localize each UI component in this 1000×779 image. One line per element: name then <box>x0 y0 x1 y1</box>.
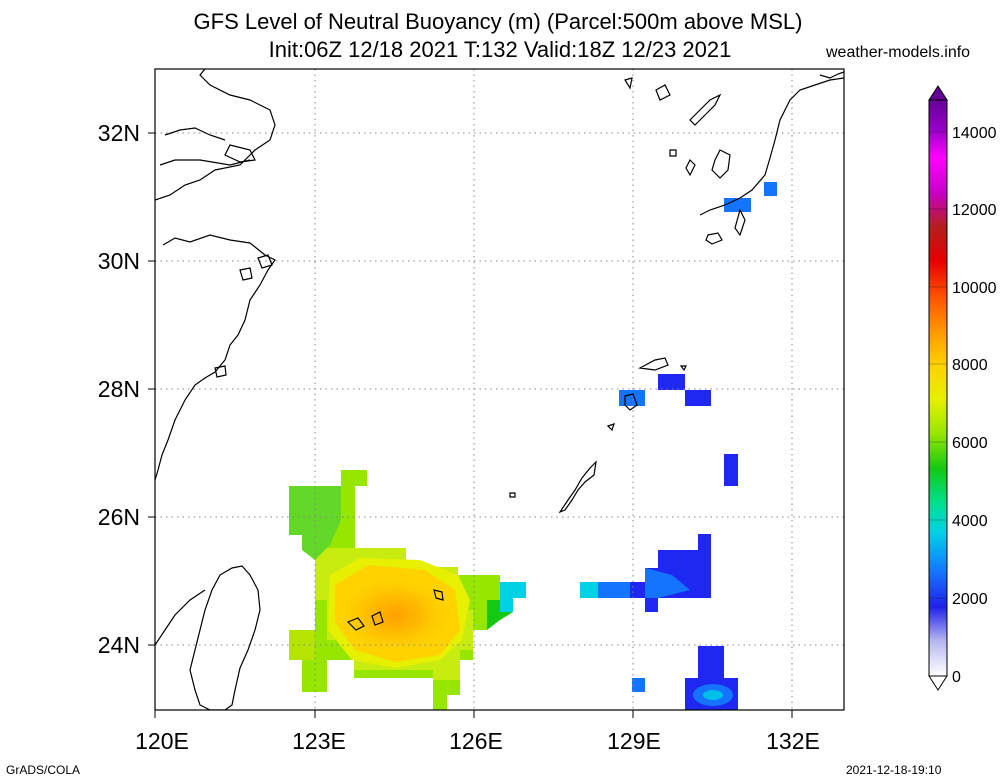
colorbar-top-arrow <box>928 85 948 101</box>
footer-grads-credit: GrADS/COLA <box>6 763 81 777</box>
lon-label-123e: 123E <box>292 728 346 754</box>
axis-ticks <box>148 132 793 718</box>
colorbar-label-10000: 10000 <box>952 280 997 297</box>
chart-subtitle: Init:06Z 12/18 2021 T:132 Valid:18Z 12/2… <box>268 37 732 62</box>
buoyancy-field <box>289 182 777 710</box>
lon-label-120e: 120E <box>135 728 189 754</box>
field-green-west <box>289 486 341 560</box>
footer-timestamp: 2021-12-18-19:10 <box>846 763 942 777</box>
colorbar-label-12000: 12000 <box>952 202 997 219</box>
lon-label-132e: 132E <box>766 728 820 754</box>
colorbar-label-4000: 4000 <box>952 513 988 530</box>
colorbar-bottom-arrow <box>928 675 948 691</box>
coast-china <box>155 69 276 481</box>
colorbar-label-8000: 8000 <box>952 357 988 374</box>
field-orange-core <box>333 573 457 657</box>
chart-title: GFS Level of Neutral Buoyancy (m) (Parce… <box>193 9 803 34</box>
colorbar-label-6000: 6000 <box>952 435 988 452</box>
lon-label-129e: 129E <box>607 728 661 754</box>
colorbar-label-2000: 2000 <box>952 591 988 608</box>
lon-label-126e: 126E <box>449 728 503 754</box>
lat-label-32n: 32N <box>98 120 140 146</box>
gridlines <box>155 69 844 710</box>
coast-ryukyu <box>509 357 687 514</box>
coast-kyushu <box>624 77 844 245</box>
colorbar <box>928 85 948 691</box>
lat-label-24n: 24N <box>98 632 140 658</box>
lat-label-26n: 26N <box>98 504 140 530</box>
colorbar-label-0: 0 <box>952 669 961 686</box>
coast-yaeyama <box>346 589 444 631</box>
coastlines <box>155 69 844 710</box>
coast-taiwan <box>155 565 261 710</box>
colorbar-bar <box>928 99 948 677</box>
colorbar-label-14000: 14000 <box>952 125 997 142</box>
lat-label-30n: 30N <box>98 248 140 274</box>
site-credit: weather-models.info <box>826 44 971 61</box>
lat-label-28n: 28N <box>98 376 140 402</box>
